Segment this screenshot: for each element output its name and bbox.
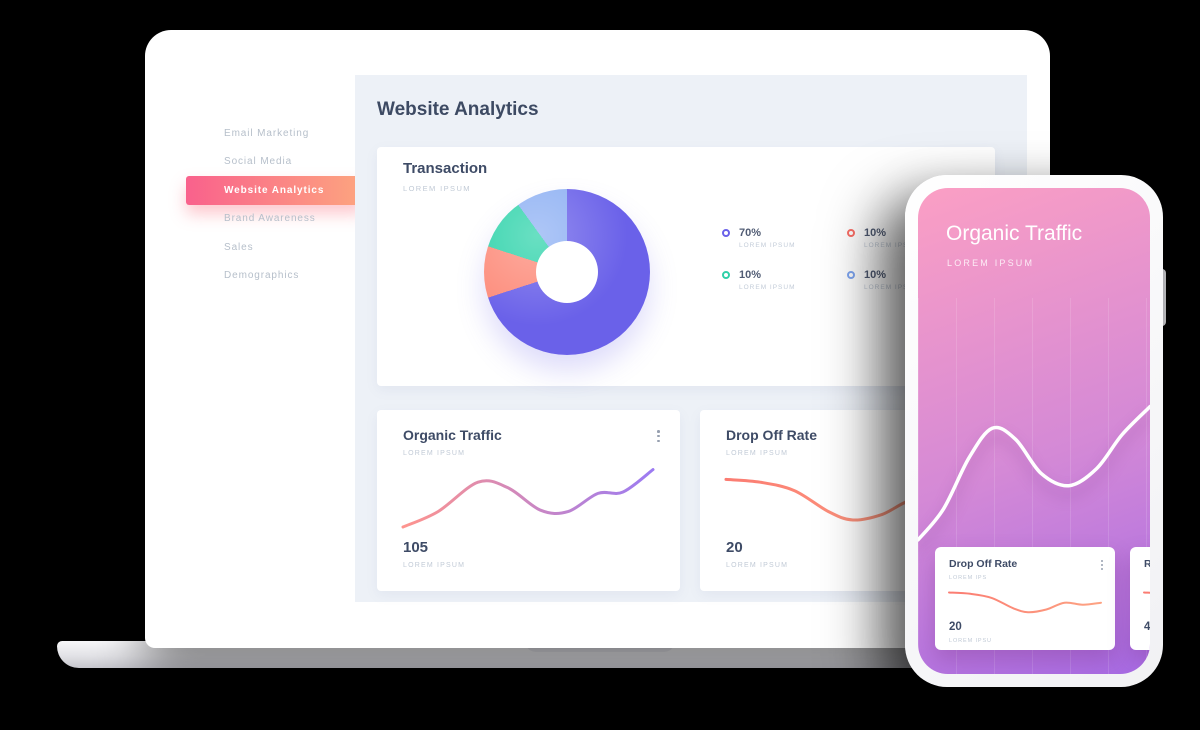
phone-card-line-chart bbox=[948, 585, 1102, 619]
legend-value: 70% bbox=[739, 227, 762, 239]
drop-off-rate-title: Drop Off Rate bbox=[726, 427, 817, 443]
organic-traffic-value: 105 bbox=[403, 539, 429, 556]
drop-off-rate-subtitle: LOREM IPSUM bbox=[726, 450, 789, 457]
phone: Organic Traffic LOREM IPSUM Drop Off Rat… bbox=[905, 175, 1163, 687]
sidebar-item-sales[interactable]: Sales bbox=[224, 241, 254, 253]
phone-page-subtitle: LOREM IPSUM bbox=[947, 258, 1035, 268]
drop-off-rate-value-label: LOREM IPSUM bbox=[726, 562, 789, 569]
legend-ring-icon bbox=[847, 229, 855, 237]
donut-hole bbox=[536, 241, 598, 303]
kebab-menu-icon[interactable] bbox=[1099, 557, 1105, 573]
phone-card-title: R bbox=[1144, 558, 1150, 570]
legend-item: 10% LOREM IPSUM bbox=[722, 269, 847, 291]
legend-item: 10% LOREM IPSUM bbox=[847, 269, 972, 291]
page-title: Website Analytics bbox=[377, 99, 539, 120]
kebab-menu-icon[interactable] bbox=[655, 427, 662, 445]
transaction-donut-chart bbox=[484, 189, 650, 355]
organic-traffic-line-chart bbox=[401, 464, 655, 534]
phone-card-line-chart bbox=[1143, 585, 1150, 619]
transaction-title: Transaction bbox=[403, 160, 488, 177]
phone-drop-off-card: Drop Off Rate LOREM IPS 20 LOREM IPSU bbox=[935, 547, 1115, 650]
legend-item: 70% LOREM IPSUM bbox=[722, 227, 847, 249]
phone-screen: Organic Traffic LOREM IPSUM Drop Off Rat… bbox=[918, 188, 1150, 674]
legend-label: LOREM IPSUM bbox=[864, 242, 921, 249]
organic-traffic-title: Organic Traffic bbox=[403, 427, 502, 443]
transaction-legend: 70% LOREM IPSUM 10% LOREM IPSUM bbox=[722, 227, 972, 291]
legend-value: 10% bbox=[864, 269, 887, 281]
sidebar-item-demographics[interactable]: Demographics bbox=[224, 270, 300, 282]
phone-partial-card: R 4 bbox=[1130, 547, 1150, 650]
legend-ring-icon bbox=[722, 229, 730, 237]
legend-value: 10% bbox=[864, 227, 887, 239]
organic-traffic-value-label: LOREM IPSUM bbox=[403, 562, 466, 569]
sidebar-item-email-marketing[interactable]: Email Marketing bbox=[224, 127, 310, 139]
phone-card-value: 20 bbox=[949, 621, 962, 633]
legend-label: LOREM IPSUM bbox=[739, 284, 796, 291]
legend-label: LOREM IPSUM bbox=[739, 242, 796, 249]
phone-card-value-label: LOREM IPSU bbox=[949, 638, 992, 644]
legend-ring-icon bbox=[847, 271, 855, 279]
phone-page-title: Organic Traffic bbox=[946, 222, 1083, 245]
legend-item: 10% LOREM IPSUM bbox=[847, 227, 972, 249]
sidebar-item-social-media[interactable]: Social Media bbox=[224, 156, 293, 168]
sidebar-item-website-analytics[interactable]: Website Analytics bbox=[186, 176, 364, 205]
phone-card-value: 4 bbox=[1144, 621, 1150, 633]
phone-organic-line-chart bbox=[918, 388, 1150, 543]
organic-traffic-subtitle: LOREM IPSUM bbox=[403, 450, 466, 457]
organic-traffic-card: Organic Traffic LOREM IPSUM 105 LOREM IP… bbox=[377, 410, 680, 591]
legend-value: 10% bbox=[739, 269, 762, 281]
sidebar: Email Marketing Social Media Website Ana… bbox=[186, 119, 364, 290]
sidebar-item-brand-awareness[interactable]: Brand Awareness bbox=[224, 213, 316, 225]
phone-card-subtitle: LOREM IPS bbox=[949, 575, 988, 581]
legend-label: LOREM IPSUM bbox=[864, 284, 921, 291]
legend-ring-icon bbox=[722, 271, 730, 279]
drop-off-rate-value: 20 bbox=[726, 539, 743, 556]
transaction-subtitle: LOREM IPSUM bbox=[403, 184, 471, 193]
phone-card-title: Drop Off Rate bbox=[949, 558, 1018, 570]
transaction-card: Transaction LOREM IPSUM 70% LOREM IPSUM bbox=[377, 147, 995, 386]
